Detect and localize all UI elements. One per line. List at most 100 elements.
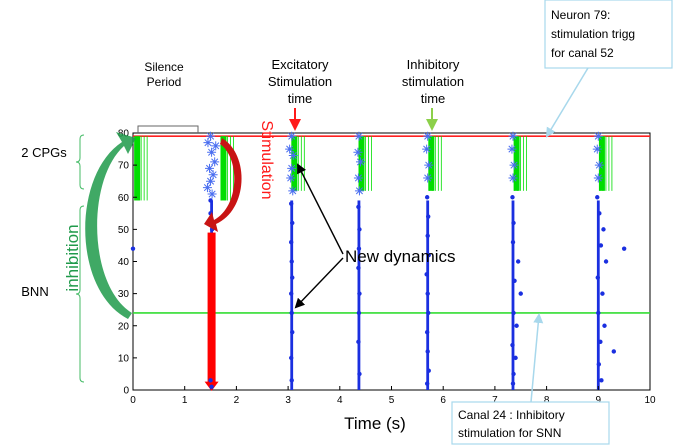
spike-star — [422, 144, 432, 154]
spike-star — [210, 157, 220, 167]
green-bar — [598, 136, 605, 191]
spike-dot — [595, 275, 600, 280]
spike-star — [509, 160, 519, 170]
y-tick-label: 60 — [118, 193, 130, 204]
inhibitory-label-line3: time — [421, 91, 446, 106]
y-tick-label: 20 — [118, 321, 130, 332]
spike-dot — [357, 291, 362, 296]
spike-star — [287, 163, 297, 173]
x-tick-label: 4 — [337, 395, 343, 406]
neuron79-callout-pointer — [545, 67, 589, 138]
spike-dot — [597, 211, 602, 216]
spike-dot — [511, 371, 516, 377]
spike-dot — [424, 381, 430, 386]
green-bar — [134, 136, 141, 201]
spike-dot — [289, 291, 294, 296]
spike-dot — [289, 201, 294, 206]
burst-column — [596, 200, 600, 390]
green-bar — [220, 136, 227, 201]
y-tick-label: 50 — [118, 225, 130, 236]
x-tick-label: 10 — [644, 395, 656, 406]
x-axis-ticks: 0 1 2 3 4 5 6 7 8 9 10 — [130, 386, 656, 406]
spike-star — [206, 176, 216, 186]
spike-dot — [599, 378, 604, 383]
spike-dot — [425, 349, 430, 354]
y-tick-label: 0 — [123, 386, 129, 397]
stimulation-bar — [207, 232, 216, 384]
stimulation-label: Stimulation — [258, 120, 275, 199]
spike-dot — [356, 310, 362, 316]
spike-dot — [357, 227, 362, 232]
spike-star — [207, 189, 217, 199]
x-tick-label: 6 — [440, 395, 446, 406]
green-bar — [513, 136, 520, 191]
spike-dot — [598, 243, 604, 248]
neuron79-callout-line2: stimulation trigg — [551, 27, 635, 41]
silence-period-bracket — [137, 125, 199, 133]
spike-star — [507, 144, 517, 154]
spike-dot — [209, 384, 214, 389]
spike-dot — [621, 246, 627, 251]
spike-star — [508, 173, 518, 183]
cpgs-brace — [75, 134, 85, 190]
spike-dot — [518, 291, 523, 296]
inhibition-arrow — [85, 132, 136, 319]
spike-dot — [356, 204, 361, 210]
spike-dot — [289, 259, 294, 264]
spike-dot — [426, 252, 431, 258]
y-tick-label: 30 — [118, 289, 130, 300]
spike-star — [424, 160, 434, 170]
spike-star — [423, 131, 433, 141]
spike-star — [285, 144, 295, 154]
chart-marks — [130, 131, 650, 391]
spike-dot — [357, 371, 362, 377]
canal24-callout-box — [451, 401, 610, 445]
spike-star — [593, 131, 603, 141]
y-tick-label: 40 — [118, 257, 130, 268]
spike-dot — [208, 378, 213, 383]
spike-star — [594, 160, 604, 170]
spike-star — [354, 186, 364, 196]
excitatory-label-line3: time — [288, 91, 313, 106]
spike-dot — [510, 240, 516, 245]
spike-star — [206, 131, 216, 141]
spike-star — [211, 141, 221, 151]
spike-dot — [356, 265, 361, 271]
neuron79-callout-line1: Neuron 79: — [551, 8, 610, 22]
spike-star — [353, 147, 363, 157]
spike-dot — [595, 195, 600, 200]
new-dynamics-label: New dynamics — [345, 247, 456, 266]
spike-dot — [513, 355, 518, 361]
x-tick-label: 7 — [492, 395, 498, 406]
bnn-label: BNN — [21, 284, 48, 299]
burst-column — [511, 200, 515, 390]
y-tick-label: 70 — [118, 161, 130, 172]
silence-period-label-line1: Silence — [144, 60, 184, 74]
neuron79-callout-line3: for canal 52 — [551, 46, 614, 60]
spike-star — [355, 157, 365, 167]
spike-dot — [600, 291, 605, 296]
x-tick-label: 3 — [285, 395, 291, 406]
spike-dot — [424, 195, 430, 200]
spike-dot — [289, 378, 294, 383]
spike-star — [354, 131, 364, 141]
spike-dot — [289, 310, 294, 316]
excitatory-label-line1: Excitatory — [271, 57, 329, 72]
spike-star — [353, 173, 363, 183]
y-tick-label: 80 — [118, 129, 130, 140]
spike-dot — [510, 381, 516, 386]
inhibitory-label-line2: stimulation — [402, 74, 464, 89]
spike-dot — [601, 227, 606, 232]
spike-star — [203, 138, 213, 148]
spike-dot — [356, 246, 362, 251]
excitatory-label-line2: Stimulation — [268, 74, 332, 89]
spike-dot — [425, 291, 430, 296]
spike-star — [207, 147, 217, 157]
green-bar — [291, 136, 298, 191]
spike-star — [592, 144, 602, 154]
spike-star — [208, 170, 218, 180]
spike-dot — [596, 362, 602, 367]
spike-dot — [598, 339, 603, 345]
spike-dot — [515, 259, 521, 264]
new-dynamics-arrow-up — [297, 163, 344, 255]
